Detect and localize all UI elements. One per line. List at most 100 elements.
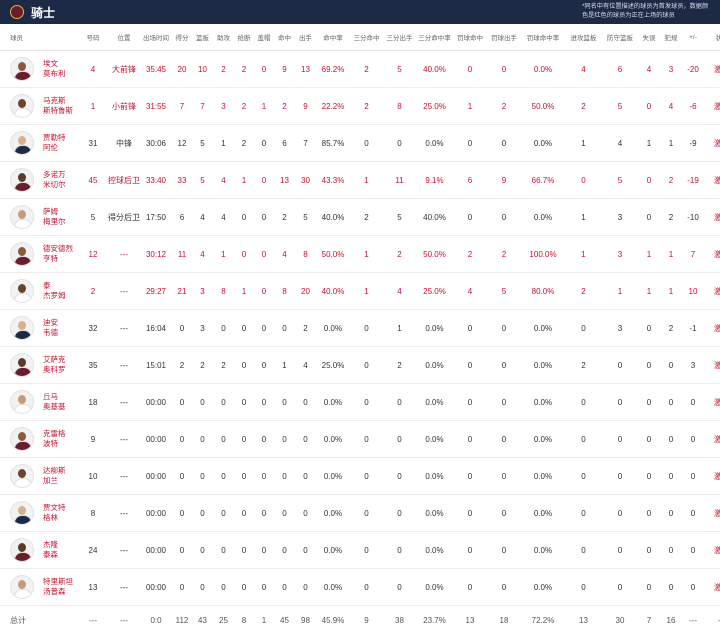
column-header[interactable]: 助攻 xyxy=(213,24,234,51)
player-name[interactable]: 泰 杰罗姆 xyxy=(43,281,66,301)
status-badge[interactable]: 激活 xyxy=(704,458,720,495)
column-header[interactable]: +/- xyxy=(682,24,704,51)
column-header[interactable]: 号码 xyxy=(78,24,108,51)
player-name[interactable]: 达柳斯 加兰 xyxy=(43,466,66,486)
status-badge[interactable]: 激活 xyxy=(704,569,720,606)
player-info: 迪安 韦德 xyxy=(10,316,78,340)
player-cell[interactable]: 特里斯坦 汤普森 xyxy=(0,569,78,606)
column-header[interactable]: 命中率 xyxy=(316,24,350,51)
status-badge[interactable]: 激活 xyxy=(704,495,720,532)
player-name[interactable]: 马克斯 斯特鲁斯 xyxy=(43,96,73,116)
stat-cell: 0 xyxy=(660,532,682,569)
player-name[interactable]: 迪安 韦德 xyxy=(43,318,58,338)
player-cell[interactable]: 艾萨克 奥科罗 xyxy=(0,347,78,384)
status-badge[interactable]: 激活 xyxy=(704,236,720,273)
player-name[interactable]: 德安德烈 亨特 xyxy=(43,244,73,264)
status-badge[interactable]: 激活 xyxy=(704,532,720,569)
column-header[interactable]: 出手 xyxy=(295,24,316,51)
stat-cell: 9 xyxy=(487,162,521,199)
player-name[interactable]: 特里斯坦 汤普森 xyxy=(43,577,73,597)
column-header[interactable]: 篮板 xyxy=(192,24,213,51)
player-name[interactable]: 克雷格 波特 xyxy=(43,429,66,449)
player-name[interactable]: 贾文特 格林 xyxy=(43,503,66,523)
column-header[interactable]: 命中 xyxy=(274,24,295,51)
player-name[interactable]: 多诺万 米切尔 xyxy=(43,170,66,190)
player-cell[interactable]: 迪安 韦德 xyxy=(0,310,78,347)
stat-cell: 0 xyxy=(274,384,295,421)
status-badge[interactable]: 激活 xyxy=(704,273,720,310)
column-header[interactable]: 三分命中 xyxy=(350,24,383,51)
column-header[interactable]: 犯规 xyxy=(660,24,682,51)
column-header[interactable]: 抢断 xyxy=(234,24,254,51)
player-cell[interactable]: 多诺万 米切尔 xyxy=(0,162,78,199)
player-name[interactable]: 艾萨克 奥科罗 xyxy=(43,355,66,375)
stat-cell: 8 xyxy=(274,273,295,310)
column-header[interactable]: 状态 xyxy=(704,24,720,51)
player-name[interactable]: 丘马 奥基基 xyxy=(43,392,66,412)
player-cell[interactable]: 杰隆 泰森 xyxy=(0,532,78,569)
stat-cell: 0.0% xyxy=(416,347,453,384)
stat-cell: 0 xyxy=(274,495,295,532)
player-cell[interactable]: 丘马 奥基基 xyxy=(0,384,78,421)
status-badge[interactable]: 激活 xyxy=(704,310,720,347)
status-badge[interactable]: 激活 xyxy=(704,51,720,88)
player-name[interactable]: 萨姆 梅里尔 xyxy=(43,207,66,227)
column-header[interactable]: 球员 xyxy=(0,24,78,51)
column-header[interactable]: 防守篮板 xyxy=(602,24,638,51)
stat-cell: 0 xyxy=(602,495,638,532)
player-cell[interactable]: 贾文特 格林 xyxy=(0,495,78,532)
column-header[interactable]: 三分命中率 xyxy=(416,24,453,51)
player-name[interactable]: 贾勒特 阿伦 xyxy=(43,133,66,153)
player-cell[interactable]: 埃文 莫布利 xyxy=(0,51,78,88)
status-badge[interactable]: 激活 xyxy=(704,125,720,162)
stat-cell: 0.0% xyxy=(521,51,565,88)
status-badge[interactable]: 激活 xyxy=(704,384,720,421)
status-badge[interactable]: 激活 xyxy=(704,347,720,384)
column-header[interactable]: 三分出手 xyxy=(383,24,416,51)
column-header[interactable]: 盖帽 xyxy=(254,24,274,51)
stat-cell: 1 xyxy=(565,199,602,236)
column-header[interactable]: 罚球命中 xyxy=(453,24,487,51)
column-header[interactable]: 位置 xyxy=(108,24,140,51)
player-cell[interactable]: 贾勒特 阿伦 xyxy=(0,125,78,162)
player-name[interactable]: 杰隆 泰森 xyxy=(43,540,58,560)
player-cell[interactable]: 马克斯 斯特鲁斯 xyxy=(0,88,78,125)
column-header[interactable]: 出场时间 xyxy=(140,24,172,51)
status-badge[interactable]: 激活 xyxy=(704,421,720,458)
stat-cell: 5 xyxy=(602,162,638,199)
player-cell[interactable]: 达柳斯 加兰 xyxy=(0,458,78,495)
player-cell[interactable]: 泰 杰罗姆 xyxy=(0,273,78,310)
player-cell[interactable]: 德安德烈 亨特 xyxy=(0,236,78,273)
stat-cell: 3 xyxy=(602,199,638,236)
status-badge[interactable]: 激活 xyxy=(704,199,720,236)
column-header[interactable]: 进攻篮板 xyxy=(565,24,602,51)
player-cell[interactable]: 萨姆 梅里尔 xyxy=(0,199,78,236)
player-cell[interactable]: 克雷格 波特 xyxy=(0,421,78,458)
stat-cell: 17:50 xyxy=(140,199,172,236)
stat-cell: 0 xyxy=(487,421,521,458)
player-avatar-icon xyxy=(10,575,34,599)
column-header[interactable]: 得分 xyxy=(172,24,192,51)
column-header[interactable]: 失误 xyxy=(638,24,660,51)
column-header[interactable]: 罚球命中率 xyxy=(521,24,565,51)
stat-cell: 0 xyxy=(565,458,602,495)
column-header[interactable]: 罚球出手 xyxy=(487,24,521,51)
player-name[interactable]: 埃文 莫布利 xyxy=(43,59,66,79)
status-badge[interactable]: 激活 xyxy=(704,162,720,199)
status-badge[interactable]: 激活 xyxy=(704,88,720,125)
